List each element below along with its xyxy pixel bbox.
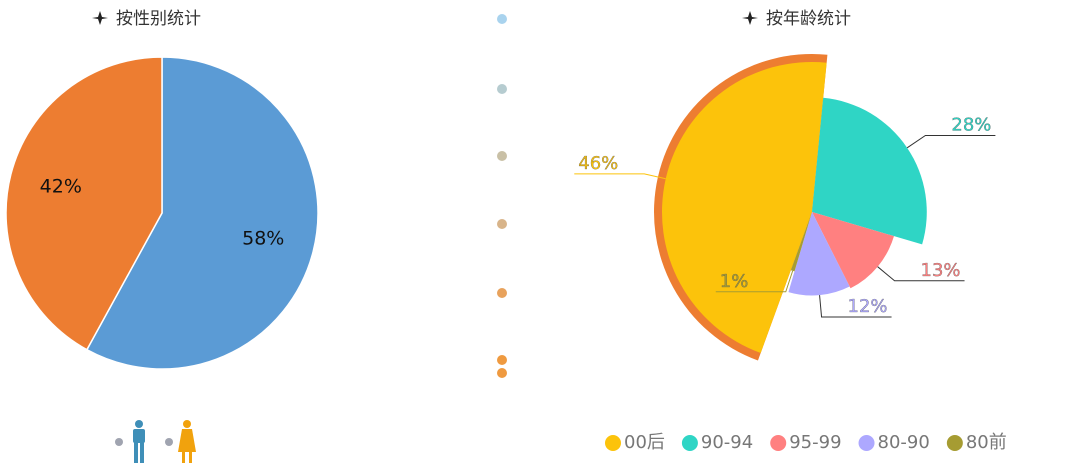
data-label: 28% (951, 115, 991, 136)
data-label: 46% (578, 153, 618, 174)
data-label: 13% (921, 260, 961, 281)
chart-title: 按年龄统计 (766, 9, 851, 29)
rose-slice (812, 212, 894, 289)
legend-swatch (946, 435, 963, 451)
leader-line (715, 270, 794, 293)
title-icon (742, 11, 758, 25)
data-label: 1% (720, 271, 749, 292)
legend-label: 95-99 (789, 432, 841, 453)
timeline (497, 14, 507, 440)
leader-line (574, 173, 666, 180)
legend-swatch (605, 435, 621, 451)
leader-line (877, 266, 965, 282)
legend-label: 90-94 (701, 432, 753, 453)
chart-title: 按性别统计 (116, 9, 201, 29)
legend-label: 80-90 (878, 432, 930, 453)
title-icon (92, 11, 108, 25)
leader-line (819, 295, 892, 318)
data-label: 12% (848, 296, 888, 317)
gender-legend (115, 420, 196, 463)
legend-label: 80前 (966, 432, 1007, 453)
legend-label: 00后 (624, 432, 665, 453)
legend-swatch (770, 435, 787, 451)
pie-slice (85, 56, 319, 370)
data-label: 42% (40, 176, 82, 198)
pie-slice (5, 56, 163, 351)
rose-slice (790, 212, 812, 272)
leader-line (906, 135, 996, 149)
legend-swatch (681, 435, 698, 451)
data-label: 58% (242, 227, 284, 249)
rose-slice (661, 61, 827, 353)
rose-slice (812, 97, 927, 245)
legend-swatch (858, 435, 875, 451)
rose-slice (788, 212, 850, 296)
